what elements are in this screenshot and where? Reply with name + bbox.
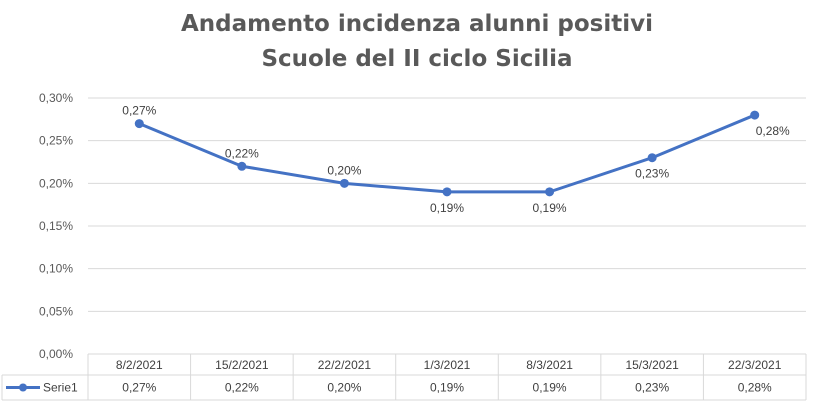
table-value-cell: 0,19%: [533, 381, 567, 395]
legend-series-name: Serie1: [43, 381, 78, 395]
x-category-label: 15/3/2021: [625, 358, 679, 372]
x-category-label: 22/3/2021: [728, 358, 782, 372]
data-point: [442, 187, 452, 197]
data-label: 0,28%: [756, 124, 790, 138]
data-point: [647, 153, 657, 163]
y-tick-label: 0,10%: [39, 262, 73, 276]
table-value-cell: 0,19%: [430, 381, 464, 395]
chart-title-line-2: Scuole del II ciclo Sicilia: [261, 46, 572, 72]
table-value-cell: 0,23%: [635, 381, 669, 395]
data-table: 8/2/2021 15/2/2021 22/2/2021 1/3/2021 8/3/20…: [1, 353, 807, 401]
data-label-layer: 0,27% 0,22% 0,20% 0,19% 0,19% 0,23% 0,28%: [122, 104, 790, 215]
legend-key-marker: [19, 383, 27, 392]
x-category-label: 8/2/2021: [116, 358, 163, 372]
y-tick-label: 0,25%: [39, 134, 73, 148]
data-point: [545, 187, 555, 197]
chart-title-line-1: Andamento incidenza alunni positivi: [181, 11, 653, 37]
y-tick-label: 0,30%: [39, 91, 73, 105]
data-label: 0,19%: [430, 201, 464, 215]
x-category-label: 1/3/2021: [424, 358, 471, 372]
y-tick-label: 0,00%: [39, 347, 73, 361]
y-tick-label: 0,20%: [39, 176, 73, 190]
x-category-label: 22/2/2021: [318, 358, 372, 372]
gridlines: [88, 97, 806, 355]
table-value-cell: 0,20%: [327, 381, 361, 395]
table-value-cell: 0,22%: [225, 381, 259, 395]
y-axis-tick-labels: 0,00% 0,05% 0,10% 0,15% 0,20% 0,25% 0,30%: [39, 91, 73, 361]
series-line-layer: [134, 110, 760, 197]
data-point: [750, 110, 760, 120]
data-point: [339, 178, 349, 188]
data-point: [134, 119, 144, 129]
table-value-cell: 0,27%: [122, 381, 156, 395]
data-label: 0,20%: [327, 163, 361, 177]
x-category-label: 8/3/2021: [526, 358, 573, 372]
data-label: 0,23%: [635, 167, 669, 181]
x-category-label: 15/2/2021: [215, 358, 269, 372]
y-tick-label: 0,05%: [39, 304, 73, 318]
data-label: 0,27%: [122, 104, 156, 118]
data-label: 0,22%: [225, 146, 259, 160]
data-point: [237, 161, 247, 171]
y-tick-label: 0,15%: [39, 219, 73, 233]
data-label: 0,19%: [533, 201, 567, 215]
table-value-cell: 0,28%: [738, 381, 772, 395]
